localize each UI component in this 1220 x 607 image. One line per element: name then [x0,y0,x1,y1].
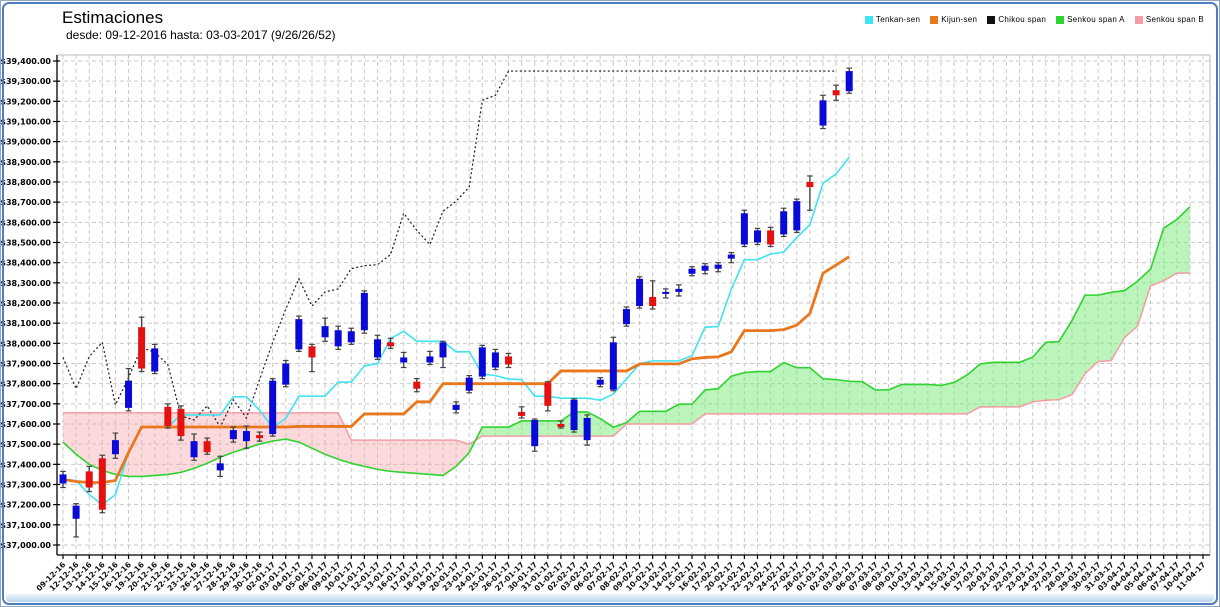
svg-text:$37,800.00: $37,800.00 [0,380,51,389]
legend-label: Tenkan-sen [875,15,921,24]
svg-text:$38,300.00: $38,300.00 [0,279,51,288]
svg-text:$39,000.00: $39,000.00 [0,138,51,147]
svg-text:$38,400.00: $38,400.00 [0,259,51,268]
svg-text:$37,000.00: $37,000.00 [0,541,51,550]
legend: Tenkan-sen Kijun-sen Chikou span Senkou spa… [864,15,1204,24]
svg-text:$37,600.00: $37,600.00 [0,420,51,429]
svg-text:$38,900.00: $38,900.00 [0,158,51,167]
svg-text:$37,500.00: $37,500.00 [0,440,51,449]
chart-date-range: desde: 09-12-2016 hasta: 03-03-2017 (9/2… [66,28,336,42]
legend-label: Senkou span B [1145,15,1204,24]
svg-text:$37,200.00: $37,200.00 [0,501,51,510]
svg-text:$39,400.00: $39,400.00 [0,57,51,66]
svg-text:$37,400.00: $37,400.00 [0,460,51,469]
svg-text:$38,600.00: $38,600.00 [0,218,51,227]
svg-text:$39,300.00: $39,300.00 [0,77,51,86]
legend-item-senkou-span-b: Senkou span B [1134,15,1204,24]
window-bottom-edge [6,594,1214,602]
svg-text:$39,100.00: $39,100.00 [0,118,51,127]
svg-text:$38,800.00: $38,800.00 [0,178,51,187]
legend-item-senkou-span-a: Senkou span A [1056,15,1125,24]
legend-swatch [930,15,939,24]
svg-text:$37,300.00: $37,300.00 [0,481,51,490]
legend-swatch [1134,15,1143,24]
svg-text:$38,500.00: $38,500.00 [0,239,51,248]
legend-label: Kijun-sen [941,15,978,24]
svg-text:$39,200.00: $39,200.00 [0,97,51,106]
legend-item-chikou-span: Chikou span [987,15,1046,24]
svg-text:$38,000.00: $38,000.00 [0,339,51,348]
svg-text:$38,700.00: $38,700.00 [0,198,51,207]
legend-swatch [864,15,873,24]
svg-text:$38,200.00: $38,200.00 [0,299,51,308]
svg-text:$38,100.00: $38,100.00 [0,319,51,328]
page-title: Estimaciones [62,8,164,27]
svg-text:$37,900.00: $37,900.00 [0,360,51,369]
legend-swatch [987,15,996,24]
legend-label: Chikou span [998,15,1047,24]
svg-text:$37,100.00: $37,100.00 [0,521,51,530]
legend-label: Senkou span A [1067,15,1125,24]
svg-text:$37,700.00: $37,700.00 [0,400,51,409]
legend-swatch [1056,15,1065,24]
legend-item-tenkan-sen: Tenkan-sen [864,15,921,24]
legend-item-kijun-sen: Kijun-sen [930,15,977,24]
